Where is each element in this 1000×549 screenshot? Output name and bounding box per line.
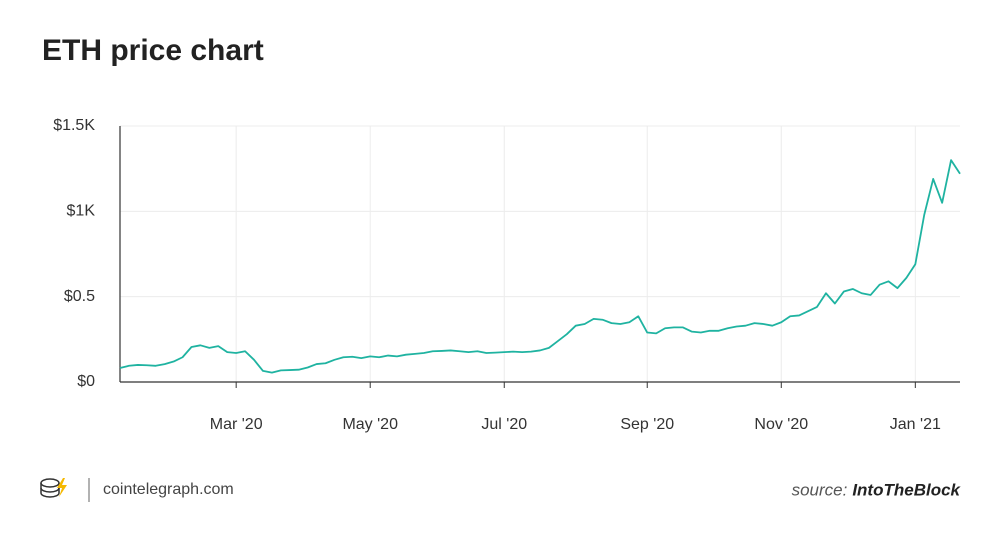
x-tick-label: Nov '20 <box>754 416 808 433</box>
source-label: source: <box>792 480 848 499</box>
chart-title: ETH price chart <box>42 34 264 67</box>
y-tick-label: $1K <box>67 203 96 220</box>
x-tick-label: Sep '20 <box>620 416 674 433</box>
brand: cointelegraph.com <box>103 481 234 498</box>
x-tick-label: Jan '21 <box>890 416 941 433</box>
source: IntoTheBlock <box>852 480 961 499</box>
x-tick-label: May '20 <box>342 416 398 433</box>
logo <box>40 478 67 498</box>
x-tick-label: Jul '20 <box>481 416 527 433</box>
y-tick-label: $0 <box>77 373 95 390</box>
price-line <box>119 159 961 374</box>
y-tick-label: $1.5K <box>53 117 95 134</box>
y-tick-label: $0.5 <box>64 288 95 305</box>
x-tick-label: Mar '20 <box>210 416 263 433</box>
